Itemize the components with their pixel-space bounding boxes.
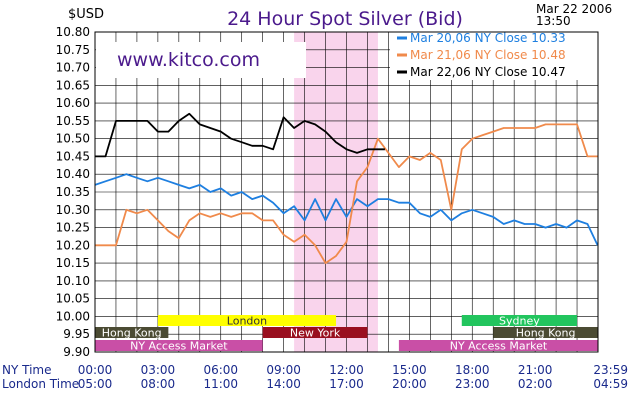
legend-box xyxy=(390,32,598,80)
y-axis-unit-label: $USD xyxy=(68,7,104,22)
market-bar-label: New York xyxy=(290,327,341,340)
y-tick-label: 9.95 xyxy=(63,327,90,341)
x-axis-row-label: NY Time xyxy=(2,363,52,377)
market-bar-label: Sydney xyxy=(499,315,540,328)
market-bar xyxy=(493,327,598,338)
market-bar xyxy=(95,327,169,338)
y-tick-label: 10.25 xyxy=(56,221,90,235)
series-line xyxy=(94,173,599,246)
y-tick-label: 10.15 xyxy=(56,256,90,270)
y-tick-label: 10.80 xyxy=(56,25,90,39)
x-tick-label: 12:00 xyxy=(329,363,364,377)
market-bar xyxy=(95,340,263,351)
timestamp-date: Mar 22 2006 xyxy=(536,2,612,16)
market-bar xyxy=(157,315,337,326)
x-tick-label: 11:00 xyxy=(203,377,238,391)
series-line xyxy=(95,123,598,265)
legend-label: Mar 21,06 NY Close 10.48 xyxy=(410,48,566,62)
x-tick-label: 02:00 xyxy=(518,377,553,391)
x-tick-label: 00:00 xyxy=(78,363,113,377)
y-tick-label: 10.50 xyxy=(56,132,90,146)
watermark: www.kitco.com xyxy=(117,49,260,71)
market-bar xyxy=(398,340,598,351)
y-tick-label: 10.65 xyxy=(56,78,90,92)
x-tick-label: 21:00 xyxy=(518,363,553,377)
y-tick-label: 10.00 xyxy=(56,309,90,323)
chart-title: 24 Hour Spot Silver (Bid) xyxy=(227,8,463,30)
y-tick-label: 10.45 xyxy=(56,149,90,163)
x-axis-row-label: London Time xyxy=(2,377,79,391)
x-tick-label: 17:00 xyxy=(329,377,364,391)
x-tick-label: 23:59 xyxy=(593,363,628,377)
x-tick-label: 05:00 xyxy=(78,377,113,391)
market-bar xyxy=(461,315,578,326)
x-tick-label: 09:00 xyxy=(266,363,301,377)
market-bar-label: Hong Kong xyxy=(516,327,576,340)
x-tick-labels: NY Time 00:00 03:00 06:00 09:00 12:00 15:00 18:… xyxy=(2,363,628,391)
y-tick-label: 10.70 xyxy=(56,61,90,75)
market-bar-label: NY Access Market xyxy=(450,340,548,353)
legend-label: Mar 22,06 NY Close 10.47 xyxy=(410,65,566,79)
y-tick-label: 10.30 xyxy=(56,203,90,217)
legend: Mar 20,06 NY Close 10.33 Mar 21,06 NY Clo… xyxy=(397,31,566,79)
timestamp-time: 13:50 xyxy=(536,14,571,28)
x-tick-label: 15:00 xyxy=(392,363,427,377)
x-tick-label: 03:00 xyxy=(141,363,176,377)
x-tick-label: 04:59 xyxy=(593,377,628,391)
y-tick-label: 10.55 xyxy=(56,114,90,128)
x-tick-label: 14:00 xyxy=(266,377,301,391)
plot-frame xyxy=(94,31,599,353)
series-lines xyxy=(94,112,599,265)
y-tick-label: 10.60 xyxy=(56,96,90,110)
y-tick-label: 10.05 xyxy=(56,292,90,306)
market-bar-label: NY Access Market xyxy=(130,340,228,353)
y-tick-label: 10.35 xyxy=(56,185,90,199)
y-tick-label: 9.90 xyxy=(63,345,90,359)
series-line xyxy=(95,112,385,158)
y-tick-labels: 10.80 10.75 10.70 10.65 10.60 10.55 10.50 10.45… xyxy=(56,25,90,359)
market-bar-label: London xyxy=(227,315,267,328)
y-tick-label: 10.75 xyxy=(56,43,90,57)
y-tick-label: 10.20 xyxy=(56,238,90,252)
x-tick-label: 20:00 xyxy=(392,377,427,391)
watermark-box xyxy=(96,42,306,78)
x-tick-label: 06:00 xyxy=(203,363,238,377)
market-bar-label: Hong Kong xyxy=(102,327,162,340)
legend-label: Mar 20,06 NY Close 10.33 xyxy=(410,31,566,45)
x-tick-label: 23:00 xyxy=(455,377,490,391)
x-tick-label: 18:00 xyxy=(455,363,490,377)
x-tick-label: 08:00 xyxy=(141,377,176,391)
y-tick-label: 10.10 xyxy=(56,274,90,288)
market-bar xyxy=(262,327,368,338)
y-tick-label: 10.40 xyxy=(56,167,90,181)
